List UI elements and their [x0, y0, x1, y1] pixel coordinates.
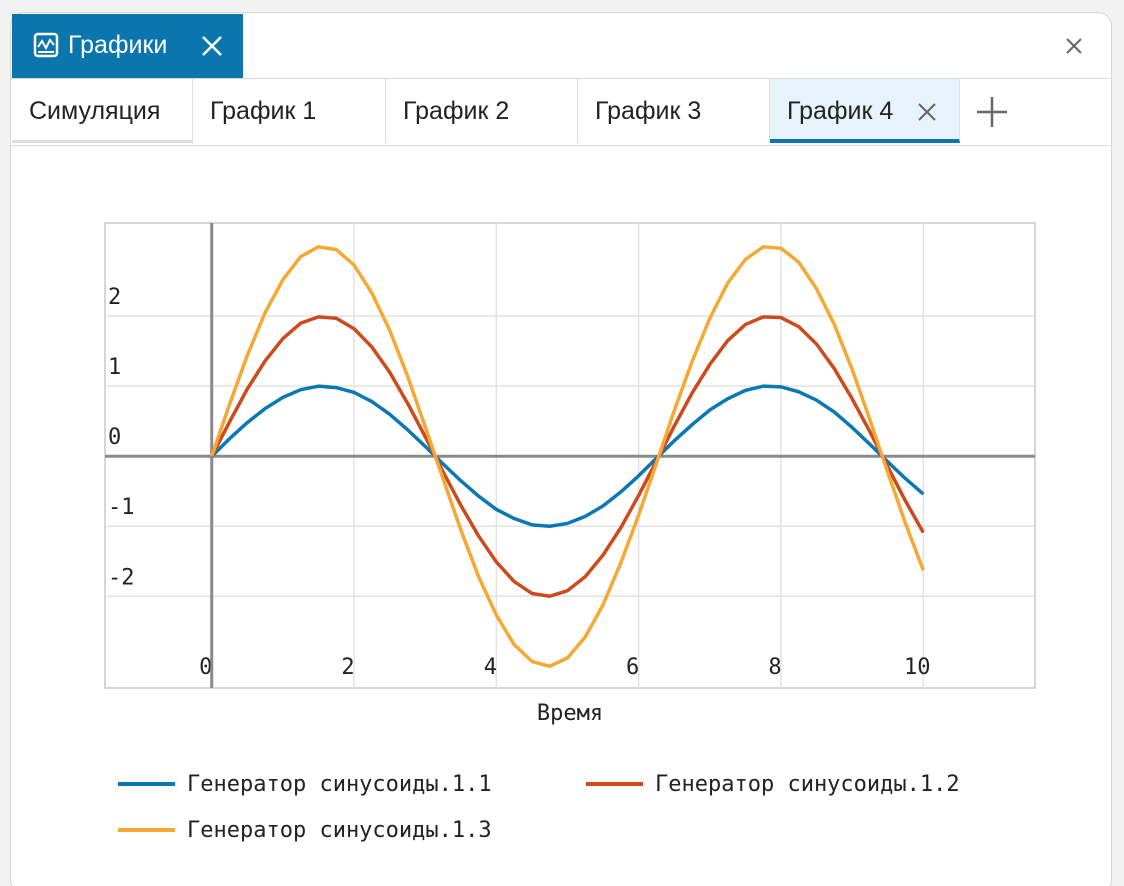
add-tab[interactable]	[975, 95, 1009, 129]
divider	[11, 78, 1110, 79]
legend-label: Генератор синусоиды.1.2	[655, 772, 960, 797]
close-window[interactable]	[1063, 35, 1085, 57]
window-title: Графики	[68, 31, 168, 59]
tab-label: График 2	[403, 97, 510, 125]
tab-label: График 1	[210, 97, 317, 125]
tab[interactable]: График 2	[386, 79, 578, 143]
x-tick-label: 8	[768, 655, 781, 680]
chart-icon	[33, 32, 59, 58]
x-tick-label: 0	[199, 655, 212, 680]
y-tick-label: 2	[108, 285, 121, 310]
series-line	[210, 245, 925, 669]
y-tick-label: 0	[108, 425, 121, 450]
series-line	[210, 384, 925, 528]
x-tick-label: 10	[904, 655, 931, 680]
legend-label: Генератор синусоиды.1.1	[187, 772, 492, 797]
window-tab[interactable]: Графики	[12, 14, 243, 78]
tab-label: Симуляция	[29, 97, 161, 125]
y-tick-label: -2	[108, 565, 135, 590]
x-tick-label: 6	[626, 655, 639, 680]
tab[interactable]: График 3	[578, 79, 770, 143]
tab[interactable]: Симуляция	[12, 79, 193, 143]
close-tab[interactable]	[916, 101, 938, 123]
close-tab[interactable]	[200, 34, 224, 58]
legend-label: Генератор синусоиды.1.3	[187, 818, 492, 843]
tab[interactable]: График 4	[770, 79, 960, 143]
tab-label: График 4	[787, 97, 894, 125]
y-tick-label: -1	[108, 495, 135, 520]
tab-bar: Симуляция График 1 График 2 График 3 Гра…	[11, 79, 1110, 146]
tab-label: График 3	[595, 97, 702, 125]
x-tick-label: 2	[341, 655, 354, 680]
y-tick-label: 1	[108, 355, 121, 380]
series-line	[210, 315, 925, 599]
x-tick-label: 4	[484, 655, 497, 680]
tab[interactable]: График 1	[193, 79, 386, 143]
x-axis-label: Время	[537, 701, 603, 726]
